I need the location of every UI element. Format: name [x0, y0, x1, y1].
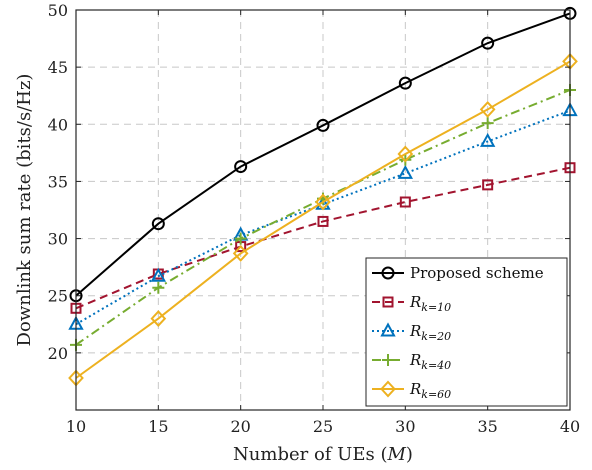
- y-tick-label: 25: [48, 287, 68, 306]
- x-axis-title-text: Number of UEs (: [233, 444, 387, 465]
- legend-marker: [382, 354, 394, 366]
- data-point: [317, 215, 329, 227]
- data-point: [397, 164, 414, 179]
- y-tick-label: 20: [48, 344, 68, 363]
- data-point: [481, 36, 495, 50]
- legend-entry: Rk=40: [372, 351, 451, 372]
- data-point: [398, 76, 412, 90]
- data-point: [399, 196, 411, 208]
- legend-entry: Proposed scheme: [372, 264, 544, 282]
- legend-label-sub: k=60: [421, 388, 451, 401]
- data-point: [397, 145, 414, 163]
- series-line: [75, 166, 571, 310]
- x-tick-label: 35: [477, 417, 497, 436]
- x-tick-label: 40: [560, 417, 580, 436]
- x-axis-title-close: ): [406, 444, 413, 465]
- x-axis-title-var: M: [386, 444, 406, 465]
- data-point: [316, 118, 330, 132]
- y-tick-label: 50: [48, 1, 68, 20]
- data-point: [479, 132, 496, 147]
- series-5: [68, 52, 578, 387]
- legend-label: Proposed scheme: [410, 264, 544, 282]
- data-point: [481, 117, 494, 130]
- legend-entry: Rk=20: [372, 322, 451, 343]
- legend-label-main: R: [409, 322, 421, 340]
- legend-marker: [380, 380, 396, 398]
- series-1: [69, 6, 577, 303]
- y-tick-label: 45: [48, 58, 68, 77]
- data-point: [234, 160, 248, 174]
- legend-label-main: R: [409, 351, 421, 369]
- legend-marker: [380, 322, 396, 337]
- legend-label: Rk=20: [409, 322, 451, 343]
- legend-label: Rk=40: [409, 351, 451, 372]
- tick-layer: 10 15 20 25 30 35 40 20 25 30 35 40 45 50: [48, 1, 581, 436]
- series-layer: [68, 6, 578, 387]
- y-axis-title: Downlink sum rate (bits/s/Hz): [14, 74, 35, 347]
- y-tick-label: 35: [48, 172, 68, 191]
- y-tick-label: 40: [48, 115, 68, 134]
- legend-label: Rk=10: [409, 293, 451, 314]
- data-point: [232, 244, 249, 262]
- x-tick-label: 30: [395, 417, 415, 436]
- series-line: [75, 12, 571, 297]
- data-point: [482, 179, 494, 191]
- data-point: [152, 281, 165, 294]
- y-tick-label: 30: [48, 230, 68, 249]
- legend-box: [365, 257, 568, 407]
- legend-marker: [381, 266, 395, 280]
- data-point: [151, 217, 165, 231]
- legend-label: Rk=60: [409, 380, 451, 401]
- data-point: [150, 267, 167, 282]
- legend-label-main: Proposed scheme: [410, 264, 544, 282]
- legend-label-sub: k=20: [421, 330, 451, 343]
- data-point: [479, 100, 496, 118]
- x-tick-label: 15: [148, 417, 168, 436]
- legend-marker: [382, 296, 394, 308]
- data-point: [315, 193, 331, 211]
- legend-entry: Rk=60: [372, 380, 451, 401]
- legend-label-main: R: [409, 293, 421, 311]
- legend-label-main: R: [409, 380, 421, 398]
- x-tick-label: 25: [313, 417, 333, 436]
- x-tick-label: 10: [66, 417, 86, 436]
- x-axis-title: Number of UEs (M): [233, 444, 413, 465]
- legend-label-sub: k=10: [421, 301, 451, 314]
- legend-entry: Rk=10: [372, 293, 451, 314]
- x-tick-label: 20: [230, 417, 250, 436]
- legend-label-sub: k=40: [421, 359, 451, 372]
- data-point: [150, 310, 167, 328]
- data-point: [234, 232, 247, 245]
- series-line: [75, 60, 571, 379]
